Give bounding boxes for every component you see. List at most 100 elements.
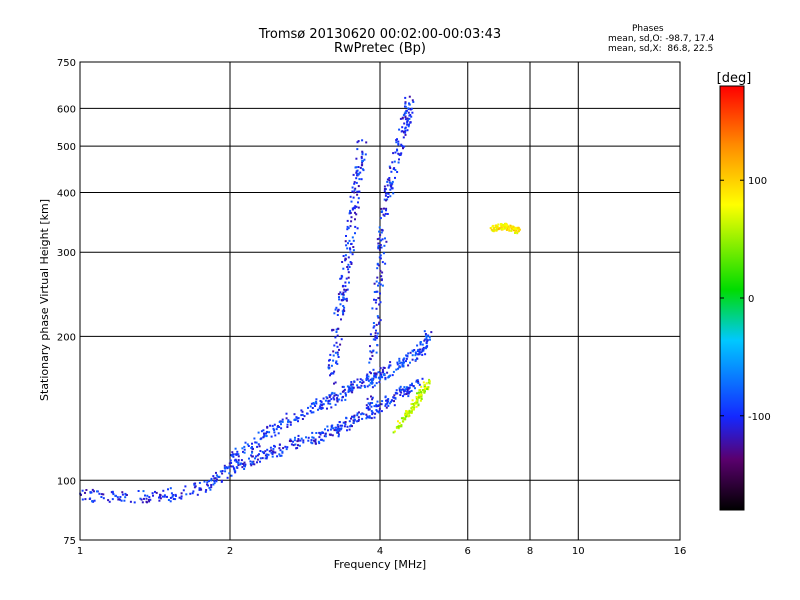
scatter-point bbox=[347, 256, 350, 259]
scatter-point bbox=[243, 445, 246, 448]
scatter-point bbox=[400, 143, 403, 146]
scatter-point bbox=[331, 424, 334, 427]
scatter-point bbox=[376, 335, 379, 338]
scatter-point bbox=[263, 432, 265, 435]
scatter-point bbox=[317, 440, 320, 443]
scatter-point bbox=[169, 496, 172, 499]
scatter-point bbox=[349, 247, 351, 250]
scatter-point bbox=[261, 450, 264, 453]
scatter-point bbox=[344, 285, 347, 288]
scatter-point bbox=[516, 232, 519, 235]
scatter-point bbox=[333, 394, 336, 397]
scatter-point bbox=[352, 383, 354, 386]
scatter-point bbox=[338, 421, 341, 424]
scatter-point bbox=[159, 497, 162, 500]
scatter-point bbox=[354, 205, 357, 208]
scatter-point bbox=[145, 497, 148, 500]
scatter-point bbox=[336, 345, 339, 348]
scatter-point bbox=[351, 186, 354, 189]
scatter-point bbox=[388, 179, 391, 182]
scatter-point bbox=[334, 381, 337, 384]
scatter-point bbox=[380, 207, 383, 210]
scatter-point bbox=[410, 403, 413, 406]
scatter-point bbox=[360, 155, 363, 158]
y-tick-labels: 75 100 200 300 400 500 600 750 bbox=[57, 58, 76, 547]
scatter-point bbox=[379, 269, 382, 272]
scatter-point bbox=[324, 432, 327, 435]
scatter-point bbox=[376, 263, 379, 266]
scatter-point bbox=[333, 398, 336, 401]
scatter-point bbox=[500, 228, 503, 230]
scatter-point bbox=[339, 291, 342, 294]
scatter-point bbox=[344, 394, 347, 397]
scatter-point bbox=[359, 171, 362, 174]
scatter-point bbox=[391, 180, 394, 183]
scatter-point bbox=[342, 293, 344, 296]
scatter-point bbox=[353, 182, 356, 185]
scatter-point bbox=[393, 404, 396, 407]
scatter-point bbox=[328, 358, 331, 361]
scatter-point bbox=[323, 435, 326, 438]
scatter-point bbox=[293, 413, 296, 416]
scatter-point bbox=[306, 412, 308, 415]
scatter-point bbox=[340, 399, 343, 402]
scatter-point bbox=[365, 374, 368, 377]
scatter-point bbox=[281, 420, 284, 423]
scatter-point bbox=[352, 196, 355, 199]
scatter-point bbox=[426, 388, 429, 390]
scatter-point bbox=[376, 315, 379, 318]
scatter-point bbox=[327, 429, 329, 432]
scatter-point bbox=[380, 373, 383, 376]
scatter-point bbox=[418, 383, 421, 386]
scatter-point bbox=[383, 188, 386, 190]
scatter-point bbox=[147, 498, 150, 501]
scatter-point bbox=[413, 349, 416, 351]
scatter-point bbox=[218, 475, 221, 478]
scatter-point bbox=[365, 141, 368, 144]
scatter-point bbox=[174, 493, 177, 496]
scatter-point bbox=[262, 429, 265, 432]
scatter-point bbox=[400, 417, 403, 420]
scatter-point bbox=[423, 339, 426, 342]
scatter-point bbox=[269, 424, 272, 427]
scatter-point bbox=[244, 465, 246, 468]
scatter-point bbox=[386, 178, 389, 181]
scatter-point bbox=[406, 392, 409, 395]
scatter-point bbox=[259, 457, 262, 460]
scatter-point bbox=[335, 331, 338, 333]
scatter-point bbox=[121, 491, 124, 494]
scatter-point bbox=[310, 439, 313, 442]
scatter-point bbox=[107, 499, 110, 502]
scatter-point bbox=[346, 288, 349, 291]
scatter-point bbox=[301, 413, 304, 416]
scatter-point bbox=[403, 386, 406, 389]
scatter-point bbox=[376, 276, 379, 279]
scatter-point bbox=[382, 252, 385, 255]
scatter-point bbox=[496, 226, 499, 229]
scatter-point bbox=[357, 185, 360, 188]
scatter-point bbox=[394, 169, 397, 171]
scatter-point bbox=[406, 410, 409, 413]
scatter-point bbox=[357, 386, 360, 389]
scatter-point bbox=[346, 425, 349, 428]
scatter-point bbox=[374, 338, 377, 341]
scatter-point bbox=[335, 429, 338, 432]
scatter-point bbox=[307, 406, 309, 409]
scatter-point bbox=[345, 299, 348, 302]
scatter-point bbox=[315, 398, 318, 401]
scatter-point bbox=[219, 470, 222, 473]
scatter-point bbox=[371, 386, 374, 389]
scatter-point bbox=[330, 398, 333, 401]
scatter-point bbox=[410, 115, 413, 118]
scatter-point bbox=[338, 433, 340, 436]
scatter-point bbox=[377, 245, 380, 247]
scatter-point bbox=[355, 157, 358, 160]
scatter-point bbox=[399, 385, 402, 388]
scatter-point bbox=[406, 388, 409, 391]
scatter-point bbox=[366, 385, 369, 388]
scatter-point bbox=[395, 141, 398, 144]
phase-o-stats: mean, sd,O: -98.7, 17.4 bbox=[608, 34, 715, 44]
scatter-point bbox=[347, 268, 350, 271]
scatter-point bbox=[428, 380, 431, 383]
scatter-point bbox=[416, 401, 419, 404]
